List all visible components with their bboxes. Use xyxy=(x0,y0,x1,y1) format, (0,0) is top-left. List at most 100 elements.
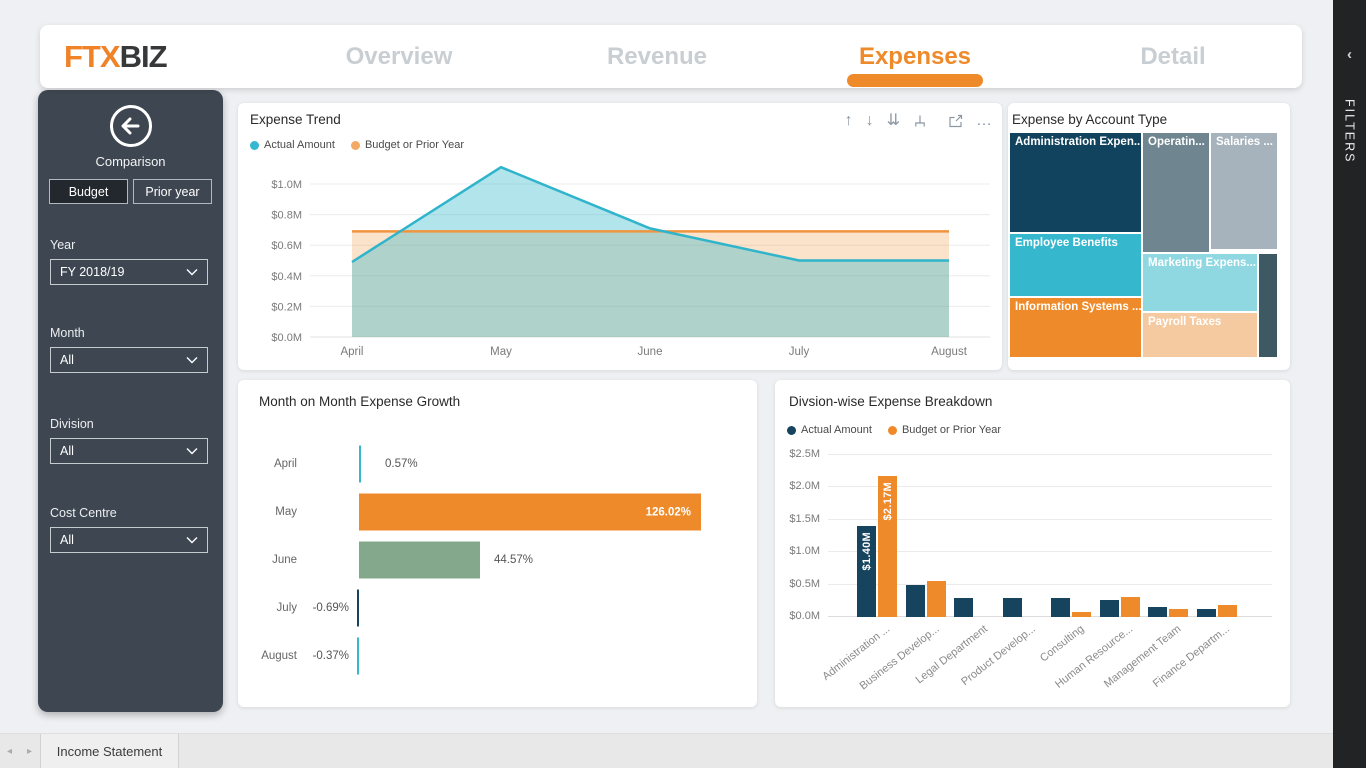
next-page-icon[interactable]: ▸ xyxy=(27,746,33,757)
gridline xyxy=(828,616,1272,617)
more-options-icon[interactable]: … xyxy=(976,112,992,129)
nav-tab-revenue[interactable]: Revenue xyxy=(528,25,786,88)
division-group-business-develop xyxy=(902,450,951,617)
filter-field-year: Year FY 2018/19 xyxy=(50,238,208,285)
division-bar-budget-or-prior-year-administration[interactable]: $2.17M xyxy=(878,476,898,617)
mom-bar-april[interactable] xyxy=(359,445,361,483)
legend-item-budget-or-prior-year[interactable]: Budget or Prior Year xyxy=(350,139,465,151)
chevron-down-icon xyxy=(186,269,198,276)
division-gridlines xyxy=(828,450,1272,617)
division-group-finance-departm xyxy=(1193,450,1242,617)
drill-up-icon[interactable]: ↑ xyxy=(844,112,853,129)
treemap-tile-other[interactable] xyxy=(1259,254,1277,357)
drill-mode-icon[interactable] xyxy=(913,114,927,128)
dropdown-month[interactable]: All xyxy=(50,347,208,373)
division-bar-actual-amount-legal-department[interactable] xyxy=(954,597,974,617)
treemap-tile-label: Information Systems ... xyxy=(1015,301,1141,313)
dropdown-value: All xyxy=(60,353,74,367)
x-tick-label: April xyxy=(340,346,363,358)
y-tick-label: $0.8M xyxy=(271,210,302,222)
expand-all-levels-icon[interactable]: ⇊ xyxy=(886,112,900,129)
dropdown-cost-centre[interactable]: All xyxy=(50,527,208,553)
treemap-tile-salaries[interactable]: Salaries ... xyxy=(1211,133,1277,249)
mom-bar-august[interactable] xyxy=(357,637,359,675)
division-bar-budget-or-prior-year-consulting[interactable] xyxy=(1072,611,1092,617)
division-bar-budget-or-prior-year-human-resource[interactable] xyxy=(1120,596,1140,617)
division-group-human-resource xyxy=(1096,450,1145,617)
mom-bar-may[interactable]: 126.02% xyxy=(359,493,702,531)
collapse-filters-icon[interactable]: ‹ xyxy=(1347,46,1352,63)
focus-mode-icon[interactable] xyxy=(948,114,963,128)
division-bar-actual-amount-administration[interactable]: $1.40M xyxy=(857,526,877,617)
treemap-tile-operatin[interactable]: Operatin... xyxy=(1143,133,1209,252)
division-bar-actual-amount-human-resource[interactable] xyxy=(1099,600,1119,617)
nav-tab-label: Expenses xyxy=(858,42,972,70)
comparison-toggle-budget[interactable]: Budget xyxy=(49,179,128,204)
visual-toolbar: ↑ ↓ ⇊ … xyxy=(845,113,992,129)
division-group-product-develop xyxy=(999,450,1048,617)
filter-label-year: Year xyxy=(50,238,76,252)
arrow-left-icon xyxy=(109,105,152,147)
division-bar-budget-or-prior-year-business-develop[interactable] xyxy=(926,580,946,617)
x-tick-label: May xyxy=(490,346,512,358)
mom-value-label: -0.69% xyxy=(312,602,349,614)
dropdown-year[interactable]: FY 2018/19 xyxy=(50,259,208,285)
comparison-sidebar: Comparison Budget Prior year Year FY 2018/… xyxy=(38,90,223,712)
treemap-tile-information-systems[interactable]: Information Systems ... xyxy=(1010,298,1141,357)
mom-bar-zone xyxy=(357,584,749,632)
nav-tab-expenses[interactable]: Expenses xyxy=(786,25,1044,88)
y-tick-label: $0.5M xyxy=(789,577,820,590)
mom-category-label: June xyxy=(272,554,297,566)
dropdown-value: All xyxy=(60,444,74,458)
legend-item-budget-or-prior-year[interactable]: Budget or Prior Year xyxy=(887,424,1001,436)
drill-down-icon[interactable]: ↓ xyxy=(865,112,874,129)
treemap-tile-payroll-taxes[interactable]: Payroll Taxes xyxy=(1143,313,1257,357)
treemap-tile-marketing-expens[interactable]: Marketing Expens... xyxy=(1143,254,1257,311)
mom-bar-zone: 0.57% xyxy=(358,440,749,488)
legend-item-actual-amount[interactable]: Actual Amount xyxy=(787,424,872,436)
division-bar-actual-amount-product-develop[interactable] xyxy=(1002,597,1022,617)
treemap-tile-employee-benefits[interactable]: Employee Benefits xyxy=(1010,234,1141,296)
y-tick-label: $0.0M xyxy=(789,610,820,622)
division-bar-actual-amount-business-develop[interactable] xyxy=(905,584,925,617)
division-group-consulting xyxy=(1047,450,1096,617)
legend-label: Budget or Prior Year xyxy=(364,139,465,151)
division-bar-actual-amount-consulting[interactable] xyxy=(1051,597,1071,617)
y-tick-label: $0.2M xyxy=(271,301,302,313)
division-bar-actual-amount-finance-departm[interactable] xyxy=(1196,609,1216,617)
bar-value-label: $1.40M xyxy=(860,532,873,571)
legend-item-actual-amount[interactable]: Actual Amount xyxy=(250,139,335,151)
dropdown-value: FY 2018/19 xyxy=(60,265,125,279)
filter-label-cost-centre: Cost Centre xyxy=(50,506,117,520)
treemap-title: Expense by Account Type xyxy=(1012,112,1168,127)
mom-category-label: April xyxy=(273,458,297,470)
comparison-toggle-prior-year[interactable]: Prior year xyxy=(133,179,212,204)
division-bar-budget-or-prior-year-management-team[interactable] xyxy=(1169,608,1189,617)
treemap-tile-administration-expen[interactable]: Administration Expen... xyxy=(1010,133,1141,232)
nav-tab-overview[interactable]: Overview xyxy=(270,25,528,88)
filters-rail-label: FILTERS xyxy=(1342,99,1357,164)
app-logo-part1: FTX xyxy=(64,38,121,74)
dropdown-division[interactable]: All xyxy=(50,438,208,464)
prev-page-icon[interactable]: ◂ xyxy=(7,746,13,757)
x-tick-label: July xyxy=(789,346,810,358)
x-tick-label: August xyxy=(931,346,968,358)
nav-tab-detail[interactable]: Detail xyxy=(1044,25,1302,88)
page-tab-bar: ◂ ▸ Income Statement xyxy=(0,733,1366,768)
sheet-tab-label: Income Statement xyxy=(56,744,163,759)
division-group-management-team xyxy=(1144,450,1193,617)
y-tick-label: $2.0M xyxy=(789,480,820,493)
division-group-administration: $1.40M $2.17M xyxy=(853,450,902,617)
bar-value-label: $2.17M xyxy=(881,482,894,521)
mom-row-july: July -0.69% xyxy=(238,584,749,632)
back-button[interactable] xyxy=(108,103,154,149)
filter-field-cost-centre: Cost Centre All xyxy=(50,506,208,553)
division-bar-budget-or-prior-year-finance-departm[interactable] xyxy=(1217,605,1237,617)
division-bar-actual-amount-management-team[interactable] xyxy=(1148,607,1168,617)
tab-separator xyxy=(40,734,41,768)
top-navbar: FTX BIZ Overview Revenue Expenses Detail xyxy=(40,25,1302,88)
mom-bar-july[interactable] xyxy=(357,589,359,627)
mom-bar-june[interactable] xyxy=(359,541,480,579)
y-tick-label: $1.0M xyxy=(271,179,302,191)
sheet-tab-income-statement[interactable]: Income Statement xyxy=(41,734,178,768)
